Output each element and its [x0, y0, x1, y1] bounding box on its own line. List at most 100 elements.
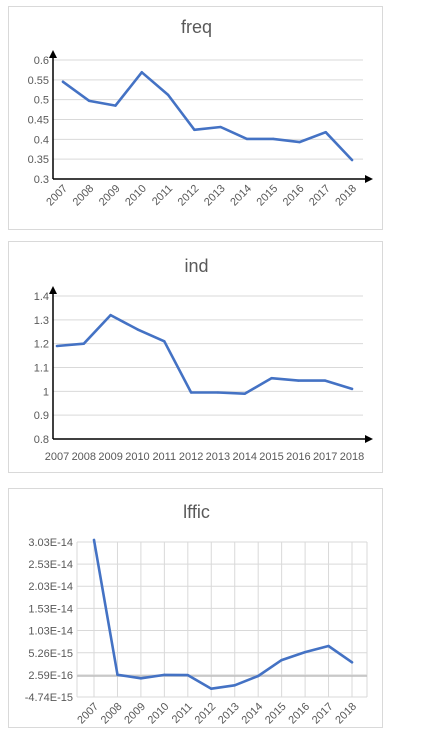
y-tick-label: 5.26E-15 — [28, 648, 73, 660]
data-point — [245, 137, 249, 141]
y-tick-label: 0.8 — [34, 434, 49, 446]
y-tick-label: 0.3 — [34, 174, 49, 186]
x-tick-label: 2012 — [176, 183, 202, 209]
series-line — [55, 313, 354, 395]
x-tick-label: 2016 — [286, 451, 310, 463]
y-tick-label: 1.3 — [34, 315, 49, 327]
data-point — [233, 684, 236, 687]
data-point — [189, 391, 193, 394]
x-tick-label: 2015 — [255, 183, 281, 209]
data-point — [140, 71, 144, 74]
chart-title: freq — [181, 17, 212, 37]
series-line — [92, 538, 354, 690]
data-point — [61, 80, 65, 84]
data-point — [219, 125, 222, 129]
data-point — [270, 377, 273, 380]
chart-panel-freq: freq 0.3 0.35 0.4 0.45 0.5 0.55 0.6 2007 2008 2009… — [8, 6, 383, 230]
x-tick-label: 2011 — [152, 451, 176, 463]
x-tick-label: 2016 — [286, 701, 312, 727]
x-tick-label: 2010 — [125, 451, 149, 463]
data-point — [350, 661, 354, 664]
x-axis-arrow — [365, 175, 373, 183]
data-point — [136, 328, 139, 331]
x-tick-label: 2015 — [259, 451, 283, 463]
x-tick-label: 2017 — [310, 701, 336, 727]
x-tick-label: 2011 — [170, 701, 195, 726]
x-tick-label: 2015 — [263, 701, 289, 727]
data-point — [139, 677, 143, 680]
x-tick-label: 2018 — [333, 183, 359, 209]
data-point — [243, 392, 246, 395]
y-tick-label: 1 — [43, 386, 49, 398]
y-axis-arrow — [49, 286, 57, 294]
data-point — [271, 137, 275, 141]
x-tick-label: 2017 — [307, 183, 333, 209]
chart-title: lffic — [183, 502, 210, 522]
chart-panel-ind: ind 0.8 0.9 1 1.1 1.2 1.3 1.4 2007 2008 2009 2010 20… — [8, 241, 383, 473]
data-point — [327, 644, 330, 648]
y-tick-label: 2.53E-14 — [28, 559, 73, 571]
x-tick-label: 2008 — [71, 183, 97, 209]
y-tick-label: 0.45 — [28, 115, 49, 127]
x-tick-label: 2017 — [313, 451, 337, 463]
x-tick-label: 2007 — [45, 451, 69, 463]
x-tick-label: 2013 — [206, 451, 230, 463]
y-tick-label: 0.55 — [28, 75, 49, 87]
y-tick-label: 2.59E-16 — [28, 670, 73, 682]
data-point — [324, 130, 327, 134]
data-point — [323, 379, 327, 382]
x-tick-label: 2008 — [99, 701, 125, 727]
data-point — [210, 687, 213, 690]
data-point — [216, 391, 220, 394]
x-tick-label: 2009 — [122, 701, 148, 727]
data-point — [82, 342, 86, 345]
x-tick-label: 2008 — [72, 451, 96, 463]
x-tick-label: 2012 — [193, 701, 219, 727]
y-tick-label: 1.53E-14 — [28, 603, 73, 615]
data-point — [55, 344, 59, 348]
y-tick-label: 0.6 — [34, 55, 49, 67]
x-tick-label: 2012 — [179, 451, 203, 463]
x-tick-label: 2009 — [98, 451, 122, 463]
x-tick-label: 2018 — [340, 451, 364, 463]
x-tick-label: 2014 — [232, 451, 256, 463]
x-tick-label: 2010 — [146, 701, 172, 727]
data-point — [280, 658, 283, 662]
chart-title: ind — [184, 256, 208, 276]
chart-panel-lffic: lffic -4.74E-15 2.59E-16 5.26E-15 1.03E-14 1.… — [8, 488, 383, 728]
y-axis-arrow — [49, 50, 57, 58]
x-tick-label: 2007 — [75, 701, 101, 727]
data-point — [350, 387, 354, 391]
data-point — [166, 93, 170, 97]
data-point — [116, 673, 119, 676]
data-point — [298, 140, 301, 144]
y-tick-label: 1.4 — [34, 291, 49, 303]
y-tick-label: -4.74E-15 — [25, 692, 73, 704]
data-point — [109, 313, 112, 317]
data-point — [114, 104, 117, 107]
y-tick-label: 0.9 — [34, 410, 49, 422]
x-tick-label: 2007 — [44, 183, 70, 209]
chart-freq-svg: freq 0.3 0.35 0.4 0.45 0.5 0.55 0.6 2007 2008 2009… — [28, 17, 373, 209]
data-point — [163, 673, 166, 677]
data-point — [350, 158, 354, 162]
y-tick-label: 0.4 — [34, 134, 49, 146]
data-point — [297, 379, 300, 382]
y-tick-label: 3.03E-14 — [28, 537, 73, 549]
y-tick-label: 0.35 — [28, 154, 49, 166]
data-point — [88, 99, 91, 103]
y-tick-label: 2.03E-14 — [28, 581, 73, 593]
x-tick-label: 2018 — [333, 701, 359, 727]
x-tick-label: 2010 — [123, 183, 149, 209]
y-tick-label: 1.1 — [34, 363, 49, 375]
series-line — [61, 71, 354, 162]
y-tick-label: 1.03E-14 — [28, 625, 73, 637]
chart-lffic-svg: lffic -4.74E-15 2.59E-16 5.26E-15 1.03E-14 1.… — [25, 502, 368, 727]
x-tick-label: 2011 — [150, 183, 175, 208]
data-point — [92, 538, 96, 542]
x-tick-label: 2009 — [97, 183, 123, 209]
x-tick-label: 2016 — [281, 183, 307, 209]
data-point — [303, 650, 307, 654]
x-axis-arrow — [365, 435, 373, 443]
